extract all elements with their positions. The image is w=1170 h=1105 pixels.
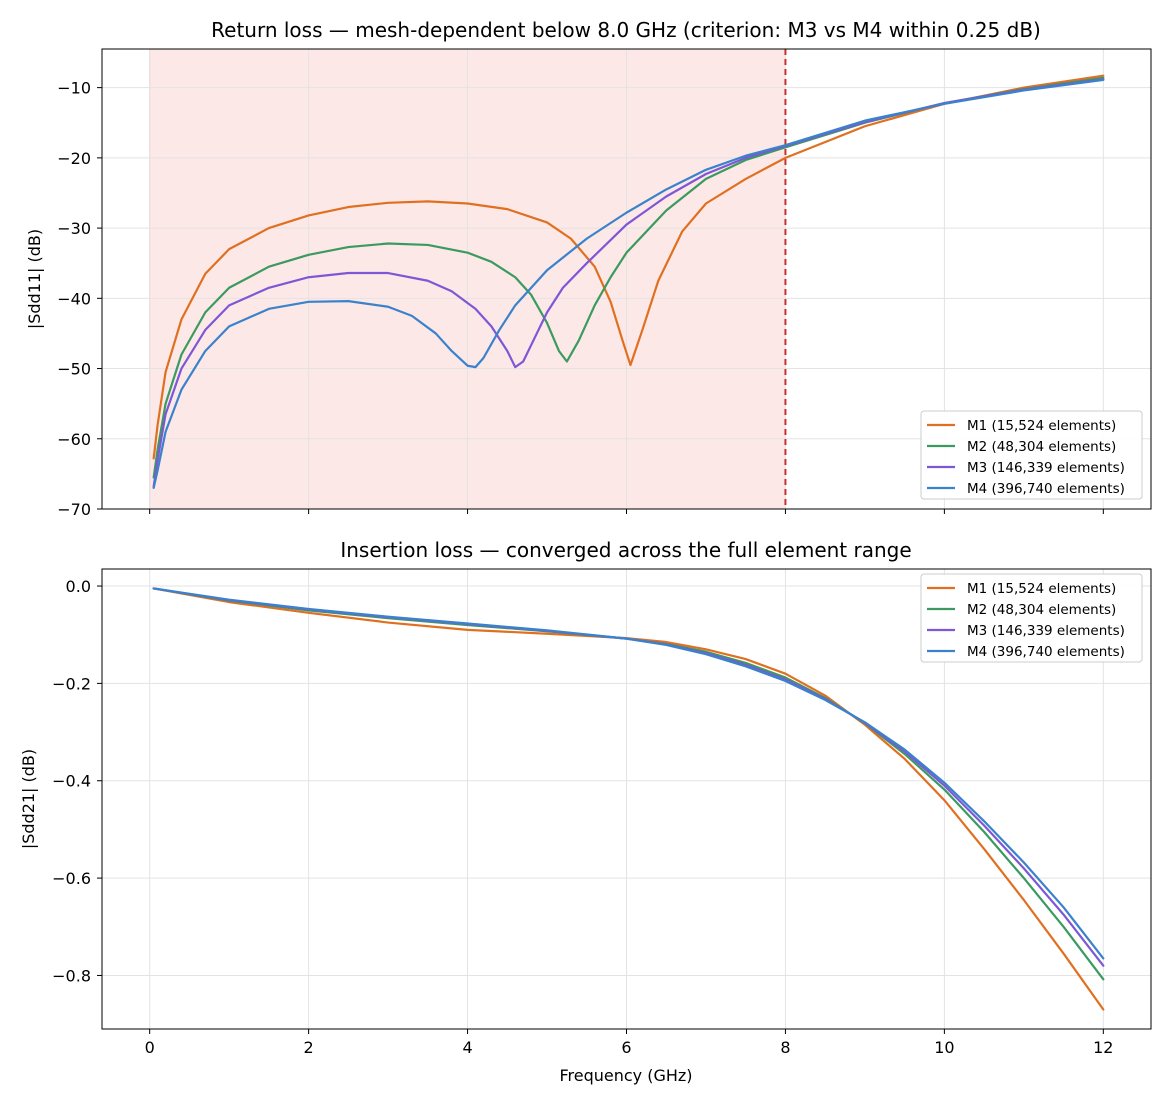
legend-label-m1: M1 (15,524 elements) bbox=[967, 418, 1116, 434]
y-ticks: 0.0 −0.2 −0.4 −0.6 −0.8 bbox=[52, 577, 102, 985]
x-ticks: 0 2 4 6 8 10 12 bbox=[145, 1029, 1113, 1057]
y-tick-label: −0.6 bbox=[52, 869, 91, 888]
y-tick-label: −40 bbox=[57, 289, 91, 308]
y-tick-label: −0.8 bbox=[52, 966, 91, 985]
y-tick-label: −20 bbox=[57, 149, 91, 168]
y-tick-label: −0.4 bbox=[52, 772, 91, 791]
legend-box bbox=[920, 573, 1143, 663]
x-ticks bbox=[149, 509, 1104, 514]
insertion-loss-legend: M1 (15,524 elements) M2 (48,304 elements)… bbox=[920, 573, 1143, 663]
series-line-m1 bbox=[152, 587, 1105, 1011]
y-tick-label: −50 bbox=[57, 360, 91, 379]
x-tick-label: 0 bbox=[145, 1038, 155, 1057]
y-tick-label: −0.2 bbox=[52, 674, 91, 693]
y-tick-label: −70 bbox=[57, 500, 91, 519]
insertion-loss-y-axis-label: |Sdd21| (dB) bbox=[19, 749, 38, 849]
series-line-m2 bbox=[152, 76, 1105, 479]
series-line-m3 bbox=[152, 78, 1105, 488]
legend-label-m2: M2 (48,304 elements) bbox=[967, 602, 1116, 618]
return-loss-chart: Return loss — mesh-dependent below 8.0 G… bbox=[25, 18, 1152, 519]
return-loss-legend: M1 (15,524 elements) M2 (48,304 elements)… bbox=[920, 410, 1143, 500]
insertion-loss-title: Insertion loss — converged across the fu… bbox=[340, 538, 911, 562]
legend-label-m4: M4 (396,740 elements) bbox=[967, 481, 1125, 497]
return-loss-title: Return loss — mesh-dependent below 8.0 G… bbox=[211, 18, 1041, 42]
legend-label-m2: M2 (48,304 elements) bbox=[967, 439, 1116, 455]
x-tick-label: 10 bbox=[934, 1038, 954, 1057]
series-line-m1 bbox=[152, 74, 1105, 460]
y-tick-label: −60 bbox=[57, 430, 91, 449]
legend-label-m4: M4 (396,740 elements) bbox=[967, 644, 1125, 660]
x-tick-label: 2 bbox=[304, 1038, 314, 1057]
y-tick-label: 0.0 bbox=[66, 577, 91, 596]
x-tick-label: 6 bbox=[621, 1038, 631, 1057]
x-tick-label: 12 bbox=[1093, 1038, 1113, 1057]
series-line-m4 bbox=[152, 587, 1105, 960]
y-ticks: −70 −60 −50 −40 −30 −20 −10 bbox=[57, 79, 102, 519]
legend-box bbox=[920, 410, 1143, 500]
y-tick-label: −30 bbox=[57, 219, 91, 238]
insertion-loss-chart: Insertion loss — converged across the fu… bbox=[19, 538, 1152, 1085]
x-tick-label: 8 bbox=[780, 1038, 790, 1057]
legend-label-m3: M3 (146,339 elements) bbox=[967, 460, 1125, 476]
series-layer bbox=[152, 587, 1105, 1011]
x-tick-label: 4 bbox=[462, 1038, 472, 1057]
series-layer bbox=[152, 74, 1105, 490]
y-tick-label: −10 bbox=[57, 79, 91, 98]
series-line-m4 bbox=[152, 78, 1105, 490]
return-loss-y-axis-label: |Sdd11| (dB) bbox=[25, 229, 44, 329]
legend-label-m3: M3 (146,339 elements) bbox=[967, 623, 1125, 639]
legend-label-m1: M1 (15,524 elements) bbox=[967, 581, 1116, 597]
insertion-loss-x-axis-label: Frequency (GHz) bbox=[559, 1066, 692, 1085]
